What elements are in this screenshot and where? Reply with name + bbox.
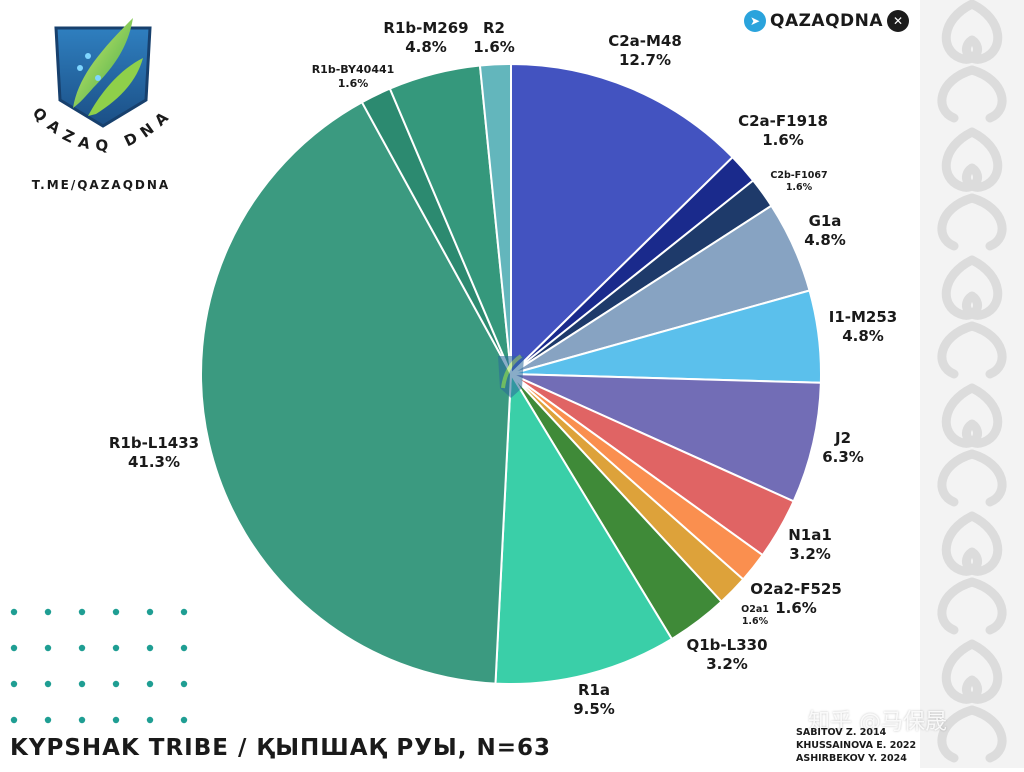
slice-label-value: 6.3% <box>822 448 864 466</box>
slice-label-value: 4.8% <box>842 327 884 345</box>
slice-label-name: O2a2-F525 <box>750 580 842 598</box>
slice-label-value: 1.6% <box>473 38 515 56</box>
slice-label-name: G1a <box>809 212 842 230</box>
slice-label-name: R1a <box>578 681 610 699</box>
kazakh-ornament-border <box>920 0 1024 768</box>
decorative-dots <box>8 606 198 726</box>
slice-label-value: 3.2% <box>706 655 748 673</box>
pie-slice-r1b-l1433 <box>200 100 513 685</box>
slice-label-name: R1b-L1433 <box>109 434 199 452</box>
source-item: ASHIRBEKOV Y. 2024 <box>796 753 907 764</box>
slice-label-value: 41.3% <box>128 453 180 471</box>
pie-slice-r2 <box>478 62 512 375</box>
slice-label-value: 9.5% <box>573 700 615 718</box>
slice-label-name: I1-M253 <box>829 308 897 326</box>
slice-label-value: 1.6% <box>338 77 369 90</box>
slice-label-name: N1a1 <box>788 526 832 544</box>
slice-label-name: C2a-F1918 <box>738 112 828 130</box>
slice-label-name: C2b-F1067 <box>770 170 827 181</box>
chart-title: KYPSHAK TRIBE / ҚЫПШАҚ РУЫ, N=63 <box>10 735 552 761</box>
channel-brand: ➤ QAZAQDNA ✕ <box>744 7 910 35</box>
logo-url: T.ME/QAZAQDNA <box>31 178 171 192</box>
pie-labels: C2a-M4812.7%C2a-F19181.6%C2b-F10671.6%G1… <box>109 19 897 718</box>
x-icon: ✕ <box>887 10 910 32</box>
slice-label-value: 1.6% <box>742 616 769 627</box>
slice-label-value: 12.7% <box>619 51 671 69</box>
slice-label-value: 1.6% <box>762 131 804 149</box>
pie-slice-j2 <box>510 373 822 503</box>
slice-label-name: Q1b-L330 <box>686 636 767 654</box>
zhihu-watermark: 知乎 @马保晟 <box>808 710 947 735</box>
slice-label-value: 3.2% <box>789 545 831 563</box>
center-logo-watermark <box>498 354 524 398</box>
slice-label-value: 1.6% <box>775 599 817 617</box>
slice-label-value: 1.6% <box>786 182 813 193</box>
slice-label-name: R2 <box>483 19 505 37</box>
pie-slices <box>200 62 822 685</box>
source-item: SABITOV Z. 2014 <box>796 727 887 738</box>
slice-label-name: R1b-M269 <box>383 19 468 37</box>
channel-name: QAZAQDNA <box>770 11 884 31</box>
pie-slice-r1a <box>494 370 674 685</box>
slice-label-name: J2 <box>834 429 851 447</box>
source-item: KHUSSAINOVA E. 2022 <box>796 740 917 751</box>
qazaq-dna-logo: QAZAQ DNA <box>18 8 198 198</box>
pie-slice-c2a-m48 <box>510 62 735 377</box>
slice-label-value: 4.8% <box>405 38 447 56</box>
telegram-icon: ➤ <box>744 10 766 32</box>
slice-label-value: 4.8% <box>804 231 846 249</box>
slice-label-name: R1b-BY40441 <box>312 63 395 76</box>
sources-list: SABITOV Z. 2014 KHUSSAINOVA E. 2022 ASHI… <box>796 726 936 765</box>
slice-label-name: C2a-M48 <box>608 32 682 50</box>
slice-label-name: O2a1 <box>741 604 769 615</box>
